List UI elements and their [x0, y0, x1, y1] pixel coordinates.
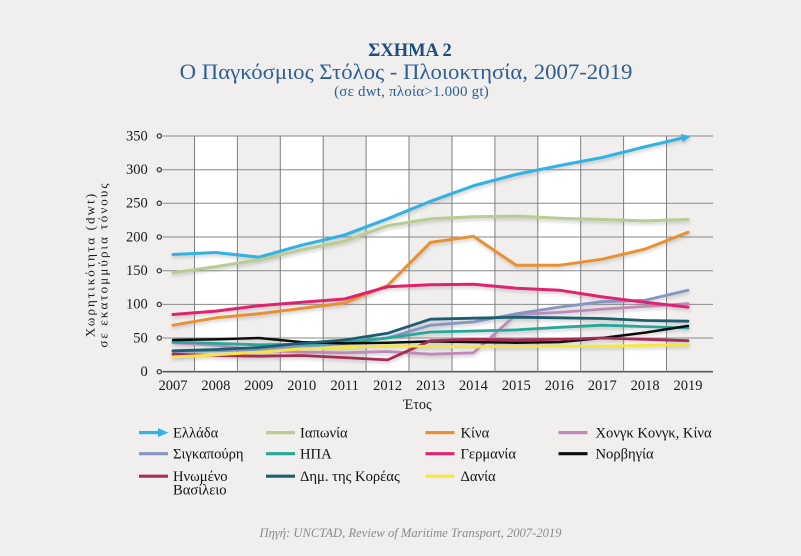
svg-text:2017: 2017: [588, 378, 617, 394]
svg-text:250: 250: [126, 196, 148, 212]
svg-text:Δανία: Δανία: [461, 469, 497, 485]
svg-text:2019: 2019: [674, 378, 703, 394]
svg-text:2011: 2011: [330, 378, 358, 394]
svg-text:Ιαπωνία: Ιαπωνία: [300, 426, 348, 442]
svg-text:0: 0: [140, 364, 147, 380]
svg-text:σε εκατομμύρια τόνους: σε εκατομμύρια τόνους: [96, 181, 111, 347]
svg-text:2013: 2013: [416, 378, 445, 394]
svg-text:300: 300: [126, 162, 148, 178]
svg-text:2018: 2018: [631, 378, 660, 394]
svg-text:Χονγκ Κονγκ, Κίνα: Χονγκ Κονγκ, Κίνα: [596, 426, 712, 442]
svg-text:150: 150: [126, 263, 148, 279]
svg-text:2007: 2007: [159, 378, 188, 394]
svg-text:Νορβηγία: Νορβηγία: [596, 447, 655, 463]
svg-text:Δημ. της Κορέας: Δημ. της Κορέας: [300, 469, 400, 485]
svg-text:Γερμανία: Γερμανία: [461, 447, 517, 463]
svg-text:2008: 2008: [201, 378, 230, 394]
svg-text:2010: 2010: [287, 378, 316, 394]
svg-text:Ελλάδα: Ελλάδα: [173, 426, 219, 442]
svg-text:350: 350: [126, 128, 148, 144]
svg-text:2009: 2009: [244, 378, 273, 394]
svg-text:Ηνωμένο: Ηνωμένο: [173, 469, 228, 485]
svg-text:200: 200: [126, 229, 148, 245]
svg-text:100: 100: [126, 297, 148, 313]
svg-text:2016: 2016: [545, 378, 574, 394]
svg-text:2015: 2015: [502, 378, 531, 394]
svg-text:Χωρητικότητα (dwt): Χωρητικότητα (dwt): [83, 192, 98, 338]
svg-text:50: 50: [133, 330, 148, 346]
svg-text:ΗΠΑ: ΗΠΑ: [300, 447, 332, 463]
svg-text:2014: 2014: [459, 378, 489, 394]
svg-text:Βασίλειο: Βασίλειο: [173, 483, 227, 499]
svg-text:Κίνα: Κίνα: [461, 426, 490, 442]
svg-text:2012: 2012: [373, 378, 402, 394]
svg-text:Σιγκαπούρη: Σιγκαπούρη: [173, 447, 244, 463]
